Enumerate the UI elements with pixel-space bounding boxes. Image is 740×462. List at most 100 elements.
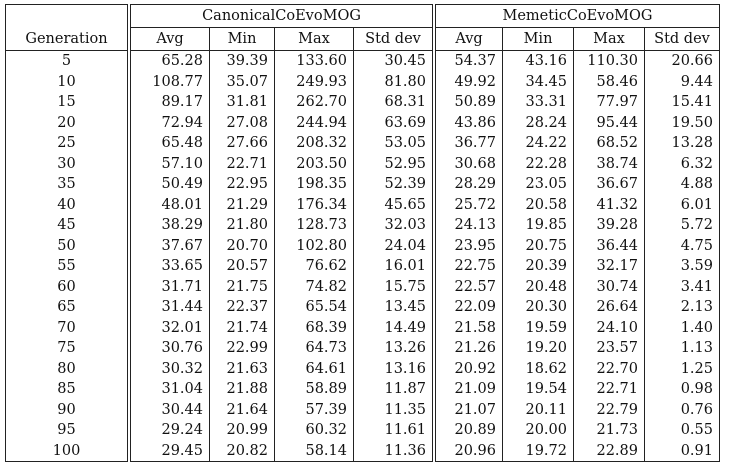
generation-cell: 85 (5, 379, 129, 400)
generation-cell: 70 (5, 317, 129, 338)
avg-cell: 50.49 (127, 174, 210, 195)
generation-cell: 20 (5, 112, 129, 133)
max-cell: 64.73 (274, 338, 354, 359)
max-cell: 208.32 (274, 133, 354, 154)
max-cell: 26.64 (573, 297, 645, 318)
std-dev-cell: 0.91 (644, 440, 720, 462)
group-header-canonical: CanonicalCoEvoMOG (127, 4, 434, 28)
generation-cell: 45 (5, 215, 129, 236)
min-cell: 28.24 (502, 112, 574, 133)
table-row: 100 29.45 20.82 58.14 11.36 20.96 19.72 22.89 0.… (5, 440, 720, 462)
table-body: 5 65.28 39.39 133.60 30.45 54.37 43.16 110.30 20… (5, 50, 720, 462)
avg-cell: 30.76 (127, 338, 210, 359)
min-cell: 23.05 (502, 174, 574, 195)
std-dev-cell: 3.41 (644, 276, 720, 297)
min-cell: 18.62 (502, 358, 574, 379)
std-dev-cell: 0.76 (644, 399, 720, 420)
avg-cell: 20.92 (432, 358, 503, 379)
column-header-max: Max (573, 27, 645, 51)
avg-cell: 32.01 (127, 317, 210, 338)
std-dev-cell: 45.65 (353, 194, 434, 215)
min-cell: 21.75 (209, 276, 275, 297)
max-cell: 128.73 (274, 215, 354, 236)
table-row: 70 32.01 21.74 68.39 14.49 21.58 19.59 24.10 1.4… (5, 317, 720, 338)
max-cell: 64.61 (274, 358, 354, 379)
max-cell: 249.93 (274, 71, 354, 92)
max-cell: 58.14 (274, 440, 354, 462)
std-dev-cell: 6.01 (644, 194, 720, 215)
table-row: 50 37.67 20.70 102.80 24.04 23.95 20.75 36.44 4.… (5, 235, 720, 256)
min-cell: 39.39 (209, 50, 275, 72)
max-cell: 110.30 (573, 50, 645, 72)
max-cell: 21.73 (573, 420, 645, 441)
avg-cell: 23.95 (432, 235, 503, 256)
max-cell: 60.32 (274, 420, 354, 441)
max-cell: 68.39 (274, 317, 354, 338)
min-cell: 20.11 (502, 399, 574, 420)
std-dev-cell: 52.95 (353, 153, 434, 174)
column-header-std-dev: Std dev (644, 27, 720, 51)
avg-cell: 33.65 (127, 256, 210, 277)
min-cell: 22.95 (209, 174, 275, 195)
max-cell: 74.82 (274, 276, 354, 297)
table-row: 55 33.65 20.57 76.62 16.01 22.75 20.39 32.17 3.5… (5, 256, 720, 277)
min-cell: 22.37 (209, 297, 275, 318)
avg-cell: 22.75 (432, 256, 503, 277)
min-cell: 20.82 (209, 440, 275, 462)
max-cell: 23.57 (573, 338, 645, 359)
avg-cell: 31.71 (127, 276, 210, 297)
generation-cell: 40 (5, 194, 129, 215)
table-row: 45 38.29 21.80 128.73 32.03 24.13 19.85 39.28 5.… (5, 215, 720, 236)
std-dev-cell: 1.25 (644, 358, 720, 379)
std-dev-cell: 15.75 (353, 276, 434, 297)
max-cell: 32.17 (573, 256, 645, 277)
generation-cell: 100 (5, 440, 129, 462)
avg-cell: 20.96 (432, 440, 503, 462)
std-dev-cell: 4.75 (644, 235, 720, 256)
min-cell: 20.48 (502, 276, 574, 297)
min-cell: 20.00 (502, 420, 574, 441)
min-cell: 20.99 (209, 420, 275, 441)
max-cell: 77.97 (573, 92, 645, 113)
std-dev-cell: 5.72 (644, 215, 720, 236)
column-header-avg: Avg (127, 27, 210, 51)
table-row: 5 65.28 39.39 133.60 30.45 54.37 43.16 110.30 20… (5, 50, 720, 72)
avg-cell: 21.26 (432, 338, 503, 359)
avg-cell: 30.32 (127, 358, 210, 379)
min-cell: 21.64 (209, 399, 275, 420)
min-cell: 22.28 (502, 153, 574, 174)
max-cell: 22.71 (573, 379, 645, 400)
std-dev-cell: 11.35 (353, 399, 434, 420)
avg-cell: 22.09 (432, 297, 503, 318)
std-dev-cell: 14.49 (353, 317, 434, 338)
generation-cell: 15 (5, 92, 129, 113)
table-row: 60 31.71 21.75 74.82 15.75 22.57 20.48 30.74 3.4… (5, 276, 720, 297)
avg-cell: 49.92 (432, 71, 503, 92)
avg-cell: 21.07 (432, 399, 503, 420)
max-cell: 38.74 (573, 153, 645, 174)
min-cell: 43.16 (502, 50, 574, 72)
std-dev-cell: 52.39 (353, 174, 434, 195)
generation-cell: 65 (5, 297, 129, 318)
std-dev-cell: 1.40 (644, 317, 720, 338)
min-cell: 21.29 (209, 194, 275, 215)
max-cell: 22.70 (573, 358, 645, 379)
generation-cell: 35 (5, 174, 129, 195)
max-cell: 39.28 (573, 215, 645, 236)
max-cell: 65.54 (274, 297, 354, 318)
min-cell: 31.81 (209, 92, 275, 113)
generation-cell: 75 (5, 338, 129, 359)
std-dev-cell: 16.01 (353, 256, 434, 277)
max-cell: 95.44 (573, 112, 645, 133)
table-row: 85 31.04 21.88 58.89 11.87 21.09 19.54 22.71 0.9… (5, 379, 720, 400)
avg-cell: 31.04 (127, 379, 210, 400)
table-row: 25 65.48 27.66 208.32 53.05 36.77 24.22 68.52 13… (5, 133, 720, 154)
std-dev-cell: 19.50 (644, 112, 720, 133)
avg-cell: 37.67 (127, 235, 210, 256)
avg-cell: 28.29 (432, 174, 503, 195)
std-dev-cell: 13.16 (353, 358, 434, 379)
avg-cell: 25.72 (432, 194, 503, 215)
std-dev-cell: 1.13 (644, 338, 720, 359)
std-dev-cell: 11.87 (353, 379, 434, 400)
std-dev-cell: 9.44 (644, 71, 720, 92)
